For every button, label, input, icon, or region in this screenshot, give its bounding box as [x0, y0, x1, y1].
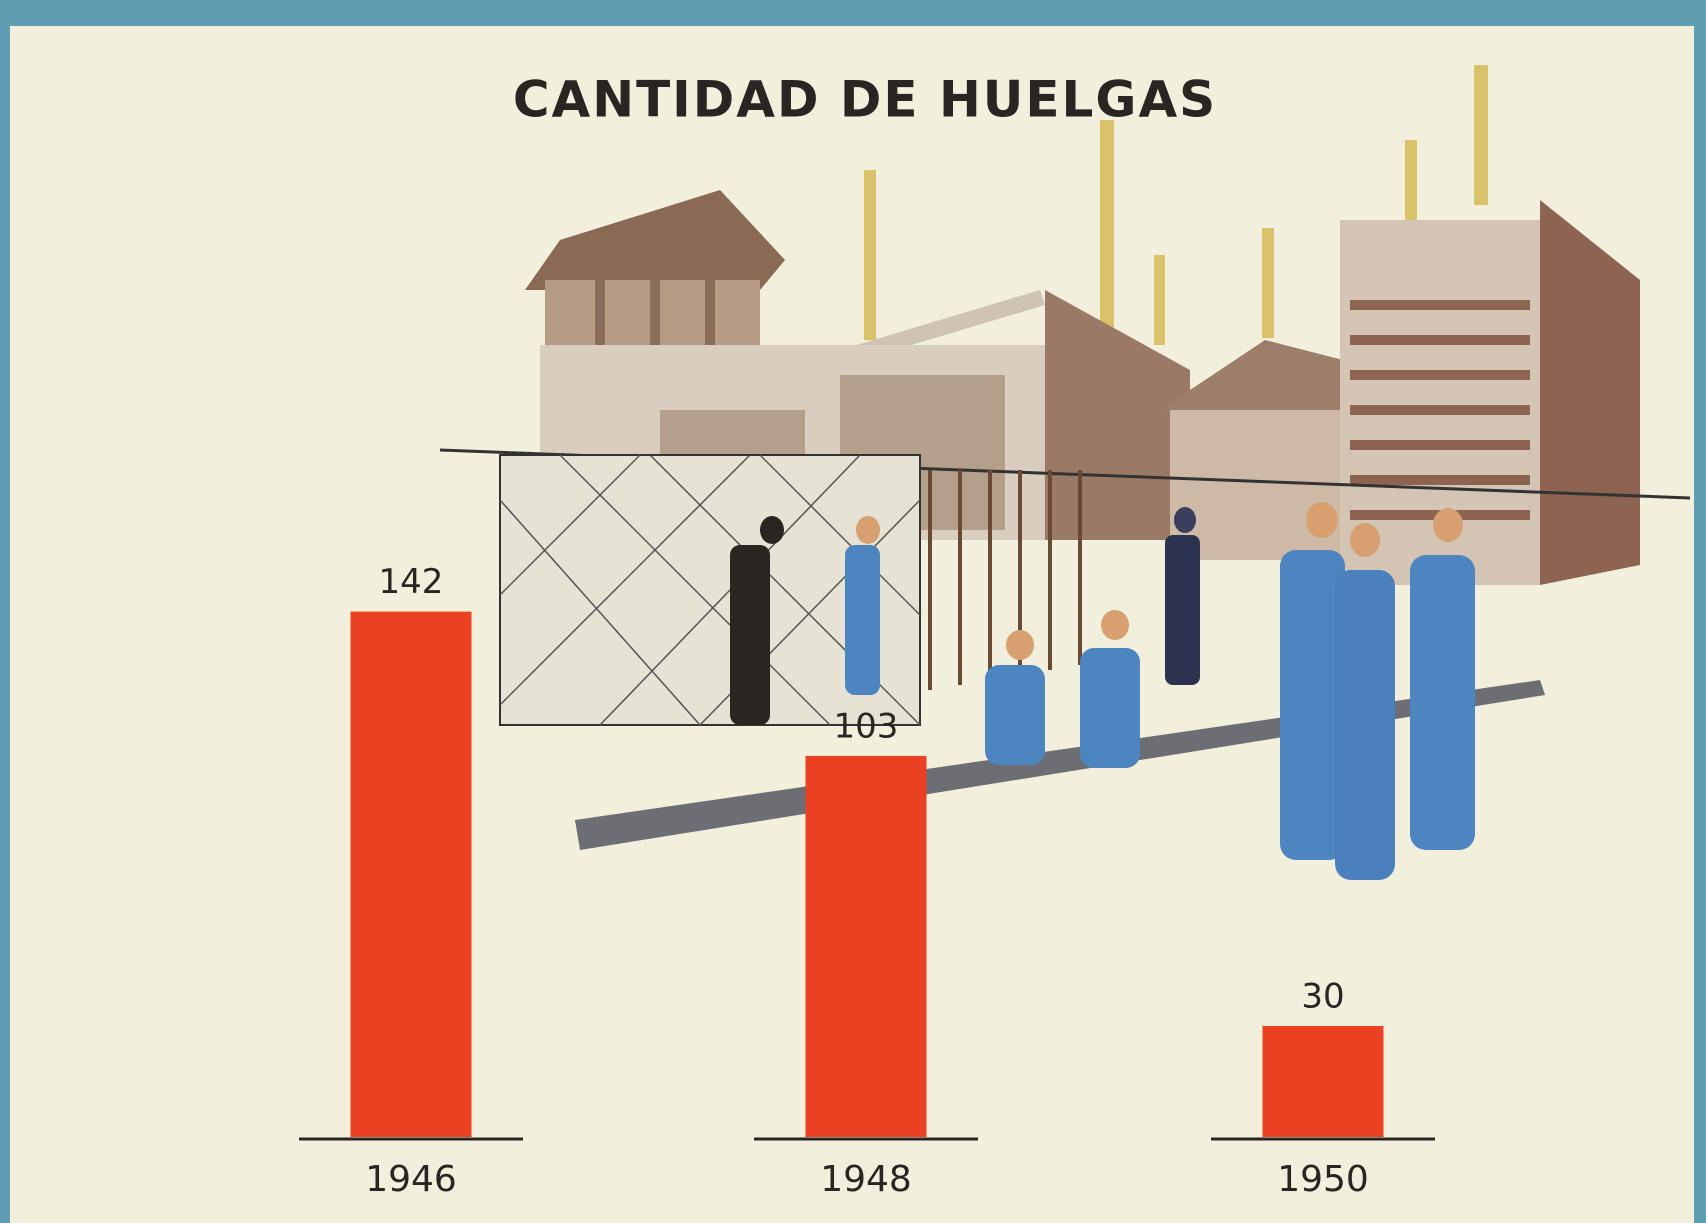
chart: CANTIDAD DE HUELGAS 142 1946 103 1948 30 1950: [0, 0, 1706, 1223]
bar: [1263, 1026, 1384, 1137]
x-tick-label: 1948: [820, 1159, 912, 1200]
value-label: 142: [379, 562, 444, 602]
bar: [806, 756, 927, 1137]
bar: [351, 612, 472, 1137]
x-tick-label: 1946: [365, 1159, 457, 1200]
value-label: 103: [834, 706, 899, 746]
chart-title: CANTIDAD DE HUELGAS: [513, 71, 1217, 129]
x-tick-label: 1950: [1277, 1159, 1369, 1200]
value-label: 30: [1301, 977, 1344, 1017]
page: {"chart_data": {"type": "bar", "title": …: [0, 0, 1706, 1223]
